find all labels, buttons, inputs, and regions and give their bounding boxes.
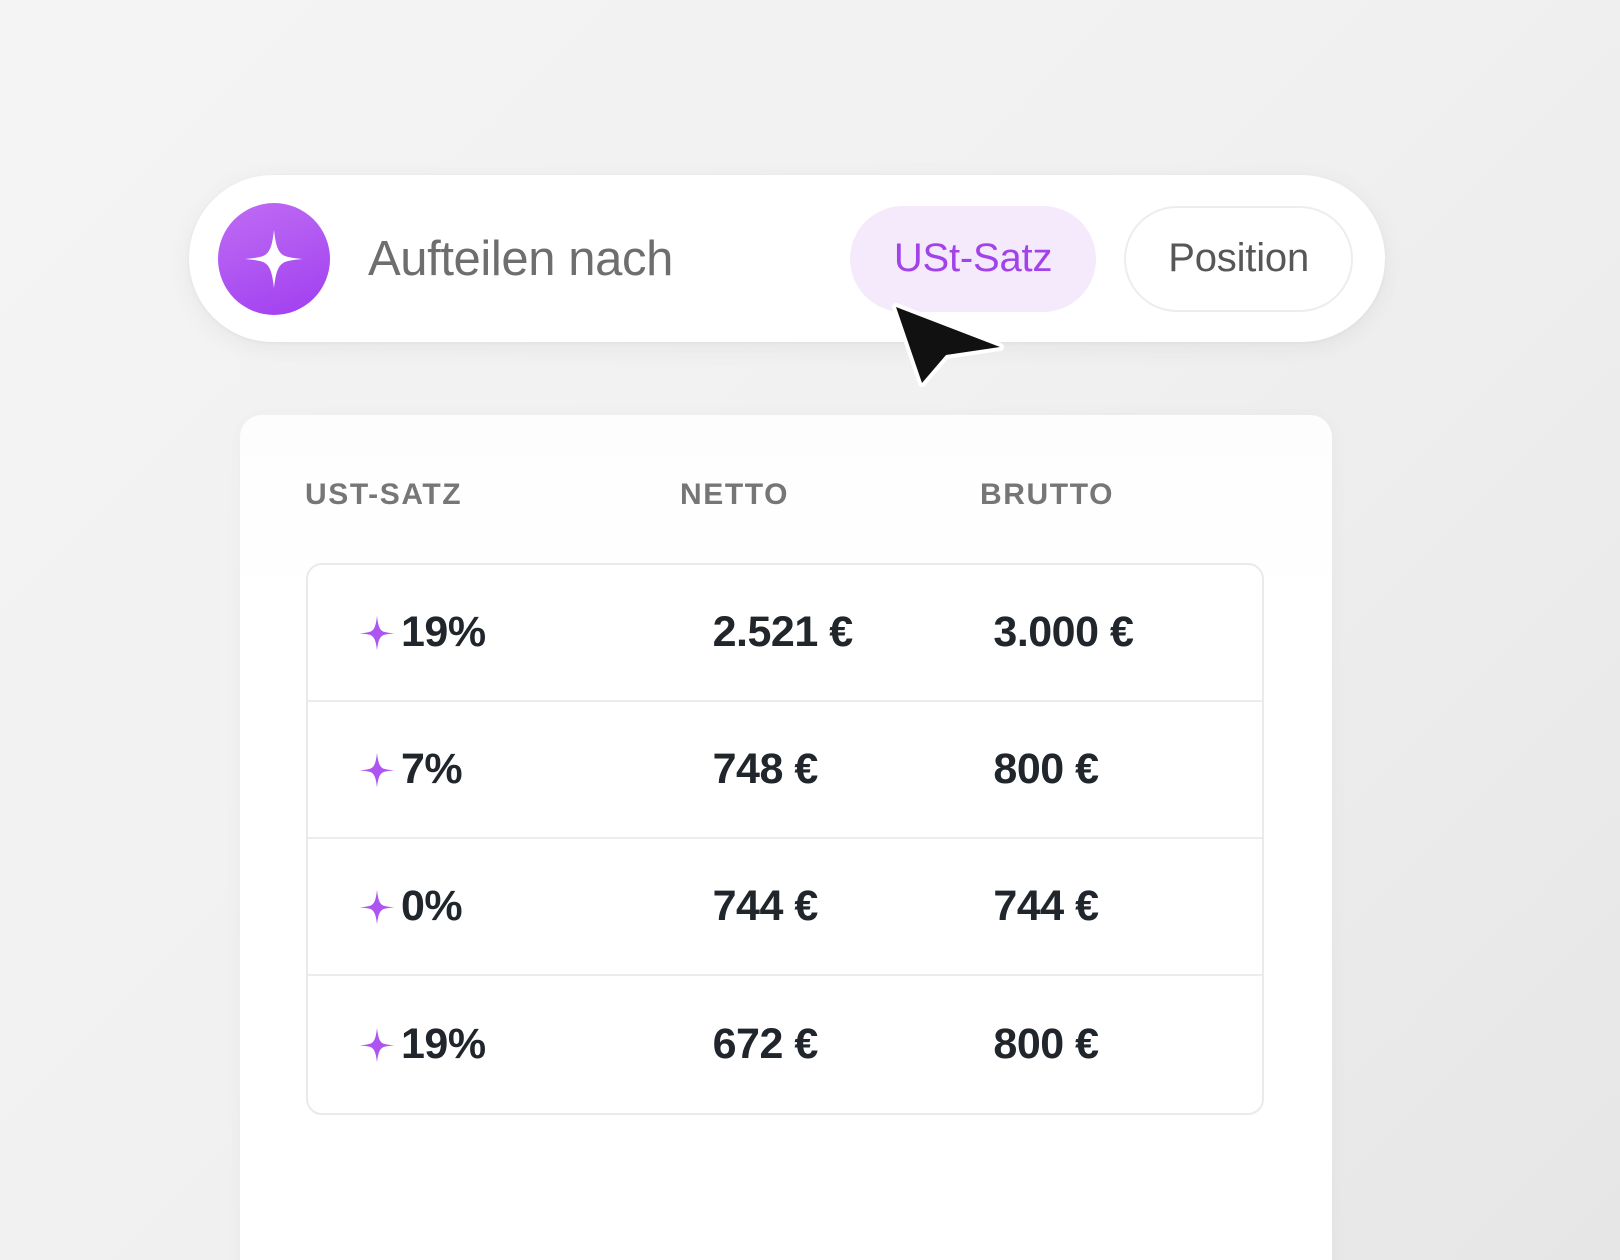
- table-row[interactable]: 19% 2.521 € 3.000 €: [308, 565, 1262, 702]
- table-row[interactable]: 0% 744 € 744 €: [308, 839, 1262, 976]
- cell-netto: 744 €: [712, 882, 819, 930]
- table-row[interactable]: 19% 672 € 800 €: [308, 976, 1262, 1113]
- cell-brutto: 800 €: [993, 1020, 1099, 1068]
- row-sparkle-icon: [359, 889, 401, 925]
- row-sparkle-icon: [359, 615, 401, 651]
- row-sparkle-icon: [359, 752, 401, 788]
- cell-ust-satz: 19%: [401, 608, 486, 656]
- column-header-brutto: BRUTTO: [980, 478, 1115, 511]
- table-row[interactable]: 7% 748 € 800 €: [308, 702, 1262, 839]
- segment-position[interactable]: Position: [1124, 205, 1353, 312]
- split-table: 19% 2.521 € 3.000 € 7% 748 € 800 €: [306, 563, 1264, 1115]
- split-result-panel: UST-SATZ NETTO BRUTTO 19% 2.521 € 3.000 …: [240, 415, 1332, 1260]
- row-sparkle-icon: [359, 1027, 401, 1063]
- segment-ust-satz-label: USt-Satz: [893, 236, 1053, 280]
- toolbar-title: Aufteilen nach: [368, 231, 673, 286]
- cell-netto: 2.521 €: [712, 608, 853, 656]
- cell-brutto: 744 €: [993, 882, 1099, 930]
- cell-brutto: 800 €: [993, 745, 1099, 793]
- split-by-toolbar: Aufteilen nach USt-Satz Position: [189, 175, 1385, 342]
- column-header-netto: NETTO: [680, 478, 790, 511]
- cell-ust-satz: 7%: [401, 745, 463, 793]
- cell-netto: 748 €: [712, 745, 819, 793]
- cell-ust-satz: 0%: [401, 882, 463, 930]
- sparkle-badge: [218, 202, 330, 315]
- segment-ust-satz[interactable]: USt-Satz: [849, 205, 1097, 312]
- cell-netto: 672 €: [712, 1020, 819, 1068]
- sparkle-icon: [243, 228, 305, 290]
- column-header-ust-satz: UST-SATZ: [305, 478, 463, 511]
- split-mode-segmented-control: USt-Satz Position: [849, 205, 1353, 312]
- table-header-row: UST-SATZ NETTO BRUTTO: [305, 478, 1267, 512]
- cell-ust-satz: 19%: [401, 1020, 486, 1068]
- cell-brutto: 3.000 €: [993, 608, 1134, 656]
- segment-position-label: Position: [1168, 236, 1309, 280]
